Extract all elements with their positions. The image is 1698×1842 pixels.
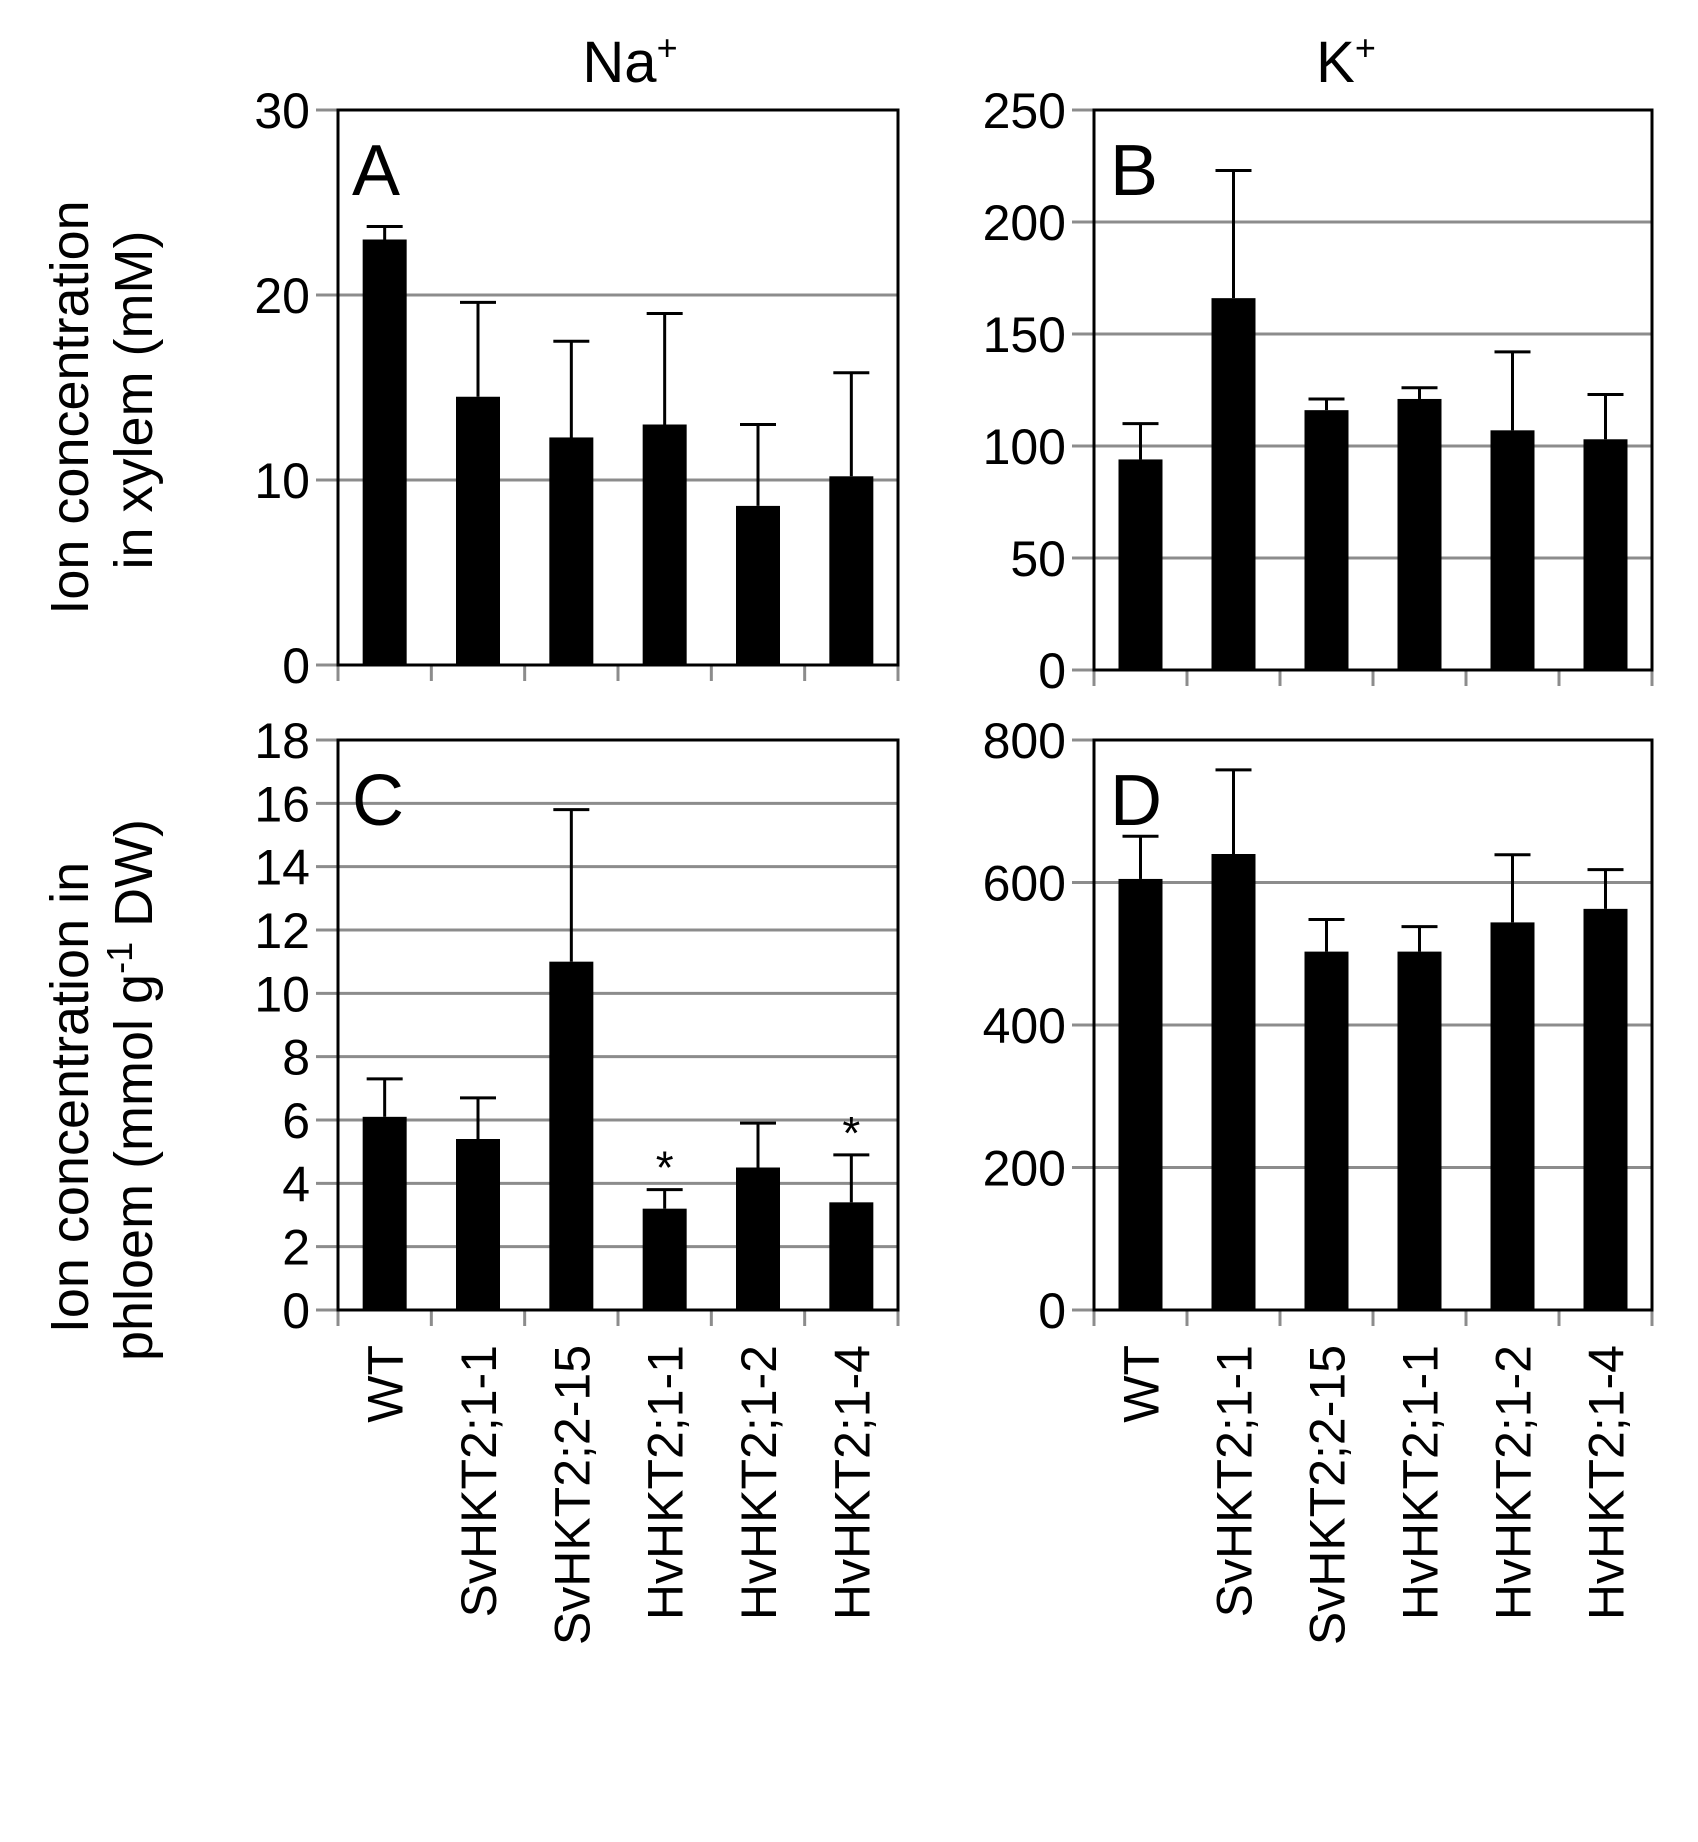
plot-frame xyxy=(1092,108,1654,672)
panel-letter: B xyxy=(1110,131,1158,211)
y-tick-label: 6 xyxy=(282,1093,310,1149)
y-tick-label: 30 xyxy=(254,83,310,139)
panel-b: 0 50 100 150 200 250 B xyxy=(983,83,1654,699)
bar-a-4 xyxy=(736,505,780,665)
y-tick-label: 150 xyxy=(983,307,1066,363)
bar-a-5 xyxy=(829,476,874,665)
y-axis-title-bottom: Ion concentration in phloem (mmol g-1 DW… xyxy=(40,819,164,1361)
category-label: WT xyxy=(1114,1345,1170,1423)
bar-a-3 xyxy=(642,424,687,665)
column-title-na: Na+ xyxy=(582,27,677,95)
category-label: HvHKT2;1-4 xyxy=(1579,1345,1635,1620)
category-labels-left: WT SvHKT2;1-1 SvHKT2;2-15 HvHKT2;1-1 HvHKT2;… xyxy=(358,1345,881,1645)
plot-frame xyxy=(336,108,900,667)
y-axis-title-top-line2: in xylem (mM) xyxy=(104,231,164,570)
bar-d-0 xyxy=(1118,878,1163,1310)
y-tick-label: 18 xyxy=(254,713,310,769)
bar-d-4 xyxy=(1490,922,1535,1310)
bar-c-4 xyxy=(736,1167,780,1310)
y-tick-label: 400 xyxy=(983,998,1066,1054)
y-tick-label: 50 xyxy=(1010,531,1066,587)
category-label: SvHKT2;1-1 xyxy=(1207,1345,1263,1617)
y-tick-label: 0 xyxy=(282,1283,310,1339)
bar-a-2 xyxy=(549,437,594,665)
plot-frame xyxy=(1092,738,1654,1312)
bar-d-2 xyxy=(1304,951,1349,1310)
y-axis-title-top-line1: Ion concentration xyxy=(40,200,100,614)
category-label: HvHKT2;1-1 xyxy=(1393,1345,1449,1620)
y-tick-label: 800 xyxy=(983,713,1066,769)
category-label: HvHKT2;1-1 xyxy=(638,1345,694,1620)
bar-b-5 xyxy=(1583,439,1628,670)
bar-b-4 xyxy=(1490,430,1535,670)
column-title-k: K+ xyxy=(1316,27,1376,95)
category-label: WT xyxy=(358,1345,414,1423)
y-tick-label: 200 xyxy=(983,195,1066,251)
category-label: HvHKT2;1-2 xyxy=(731,1345,787,1620)
significance-marker: * xyxy=(842,1107,860,1159)
bar-b-1 xyxy=(1211,298,1256,670)
y-tick-label: 4 xyxy=(282,1156,310,1212)
bar-b-3 xyxy=(1397,398,1442,670)
y-tick-label: 100 xyxy=(983,419,1066,475)
y-tick-label: 250 xyxy=(983,83,1066,139)
category-label: HvHKT2;1-2 xyxy=(1486,1345,1542,1620)
y-tick-label: 16 xyxy=(254,776,310,832)
bar-d-1 xyxy=(1211,854,1256,1310)
y-axis-title-bottom-line1: Ion concentration in xyxy=(40,862,100,1333)
significance-marker: * xyxy=(656,1142,674,1194)
panel-letter: D xyxy=(1110,761,1162,841)
category-labels-right: WT SvHKT2;1-1 SvHKT2;2-15 HvHKT2;1-1 HvHKT2;… xyxy=(1114,1345,1635,1645)
plot-frame xyxy=(336,738,900,1312)
bar-c-5 xyxy=(829,1202,874,1310)
bar-c-0 xyxy=(362,1116,407,1310)
panel-a: 0 10 20 30 A xyxy=(254,83,900,694)
y-tick-label: 10 xyxy=(254,453,310,509)
bar-a-1 xyxy=(456,396,500,665)
y-tick-label: 20 xyxy=(254,268,310,324)
category-label: SvHKT2;2-15 xyxy=(1300,1345,1356,1645)
y-axis-title-top: Ion concentration in xylem (mM) xyxy=(40,185,164,614)
y-tick-label: 0 xyxy=(1038,643,1066,699)
bar-c-3 xyxy=(642,1208,687,1310)
y-tick-label: 600 xyxy=(983,856,1066,912)
bar-c-1 xyxy=(456,1139,500,1310)
y-axis-title-bottom-line2: phloem (mmol g-1 DW) xyxy=(99,819,164,1361)
y-tick-label: 14 xyxy=(254,840,310,896)
panel-c: 0 2 4 6 8 10 12 14 16 18 * * C xyxy=(254,713,900,1339)
bar-a-0 xyxy=(362,239,407,665)
bar-d-3 xyxy=(1397,951,1442,1310)
y-tick-label: 10 xyxy=(254,966,310,1022)
y-tick-label: 2 xyxy=(282,1220,310,1276)
panel-d: 0 200 400 600 800 D xyxy=(983,713,1654,1339)
bar-d-5 xyxy=(1583,908,1628,1310)
y-tick-label: 200 xyxy=(983,1141,1066,1197)
bar-c-2 xyxy=(549,961,594,1310)
y-tick-label: 0 xyxy=(282,638,310,694)
category-label: SvHKT2;1-1 xyxy=(451,1345,507,1617)
category-label: SvHKT2;2-15 xyxy=(544,1345,600,1645)
y-tick-label: 0 xyxy=(1038,1283,1066,1339)
y-tick-label: 12 xyxy=(254,903,310,959)
y-tick-label: 8 xyxy=(282,1030,310,1086)
bar-b-0 xyxy=(1118,459,1163,670)
category-label: HvHKT2;1-4 xyxy=(824,1345,880,1620)
panel-letter: A xyxy=(352,131,400,211)
bar-b-2 xyxy=(1304,410,1349,670)
panel-letter: C xyxy=(352,761,404,841)
